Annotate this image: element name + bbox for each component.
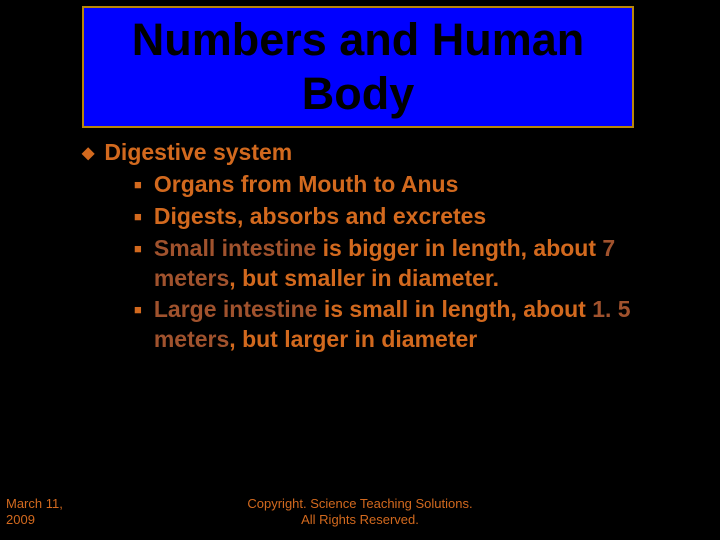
copy-line: All Rights Reserved.	[180, 512, 540, 528]
list-item: ■ Digests, absorbs and excretes	[134, 202, 682, 232]
footer-date: March 11, 2009	[6, 496, 63, 529]
slide-title: Numbers and Human Body	[84, 13, 632, 121]
list-item: ■ Small intestine is bigger in length, a…	[134, 234, 682, 294]
top-bullet: ◆ Digestive system	[82, 138, 682, 168]
item-text: Large intestine is small in length, abou…	[154, 295, 682, 355]
square-bullet-icon: ■	[134, 302, 142, 319]
square-bullet-icon: ■	[134, 177, 142, 194]
square-bullet-icon: ■	[134, 241, 142, 258]
heading-text: Digestive system	[104, 138, 292, 168]
square-bullet-icon: ■	[134, 209, 142, 226]
date-line: 2009	[6, 512, 63, 528]
diamond-bullet-icon: ◆	[82, 144, 94, 165]
list-item: ■ Large intestine is small in length, ab…	[134, 295, 682, 355]
content-area: ◆ Digestive system ■ Organs from Mouth t…	[82, 138, 682, 357]
sub-list: ■ Organs from Mouth to Anus ■ Digests, a…	[134, 170, 682, 355]
date-line: March 11,	[6, 496, 63, 512]
item-text: Organs from Mouth to Anus	[154, 170, 682, 200]
title-box: Numbers and Human Body	[82, 6, 634, 128]
copy-line: Copyright. Science Teaching Solutions.	[180, 496, 540, 512]
item-text: Small intestine is bigger in length, abo…	[154, 234, 682, 294]
item-text: Digests, absorbs and excretes	[154, 202, 682, 232]
footer-copyright: Copyright. Science Teaching Solutions. A…	[180, 496, 540, 529]
list-item: ■ Organs from Mouth to Anus	[134, 170, 682, 200]
